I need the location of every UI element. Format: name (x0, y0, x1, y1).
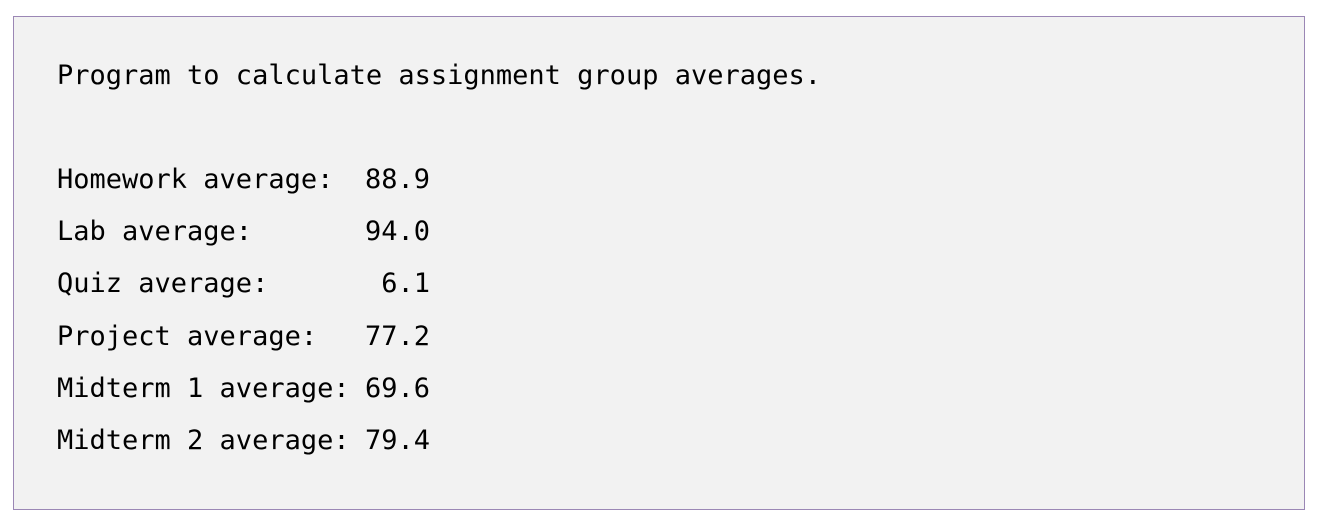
row-value: 94.0 (364, 216, 430, 248)
row-label: Midterm 2 average: (57, 425, 350, 456)
row-value: 79.4 (364, 425, 430, 456)
row-label: Project average: (57, 320, 318, 352)
row-label: Homework average: (57, 164, 334, 195)
row-value: 69.6 (364, 372, 430, 404)
row-value: 6.1 (381, 268, 430, 300)
row-value: 88.9 (364, 164, 430, 195)
output-title: Program to calculate assignment group av… (57, 60, 822, 91)
console-output: Program to calculate assignment group av… (13, 16, 1305, 510)
row-value: 77.2 (364, 320, 430, 352)
row-label: Quiz average: (57, 268, 269, 300)
row-label: Midterm 1 average: (57, 372, 350, 404)
row-label: Lab average: (57, 216, 253, 248)
